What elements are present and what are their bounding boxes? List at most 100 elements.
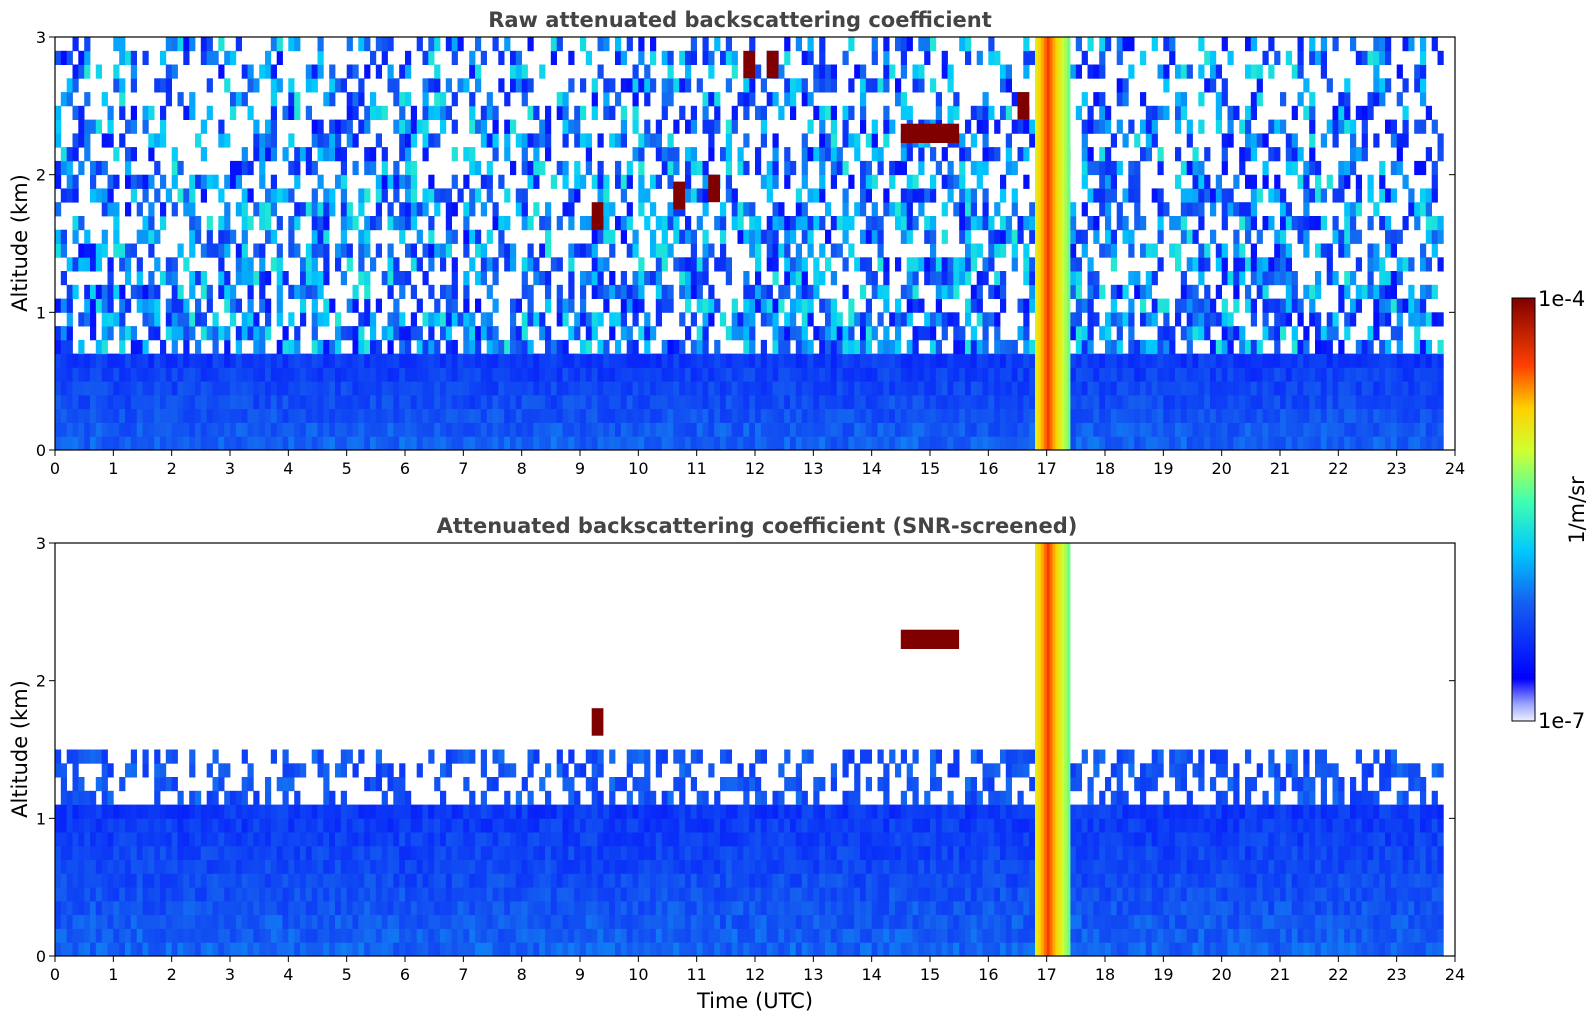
heatmap-cell bbox=[66, 367, 73, 382]
heatmap-cell bbox=[1338, 367, 1345, 382]
heatmap-cell bbox=[632, 422, 639, 437]
heatmap-cell bbox=[912, 367, 919, 382]
heatmap-cell bbox=[1070, 202, 1077, 217]
heatmap-cell bbox=[300, 381, 307, 396]
heatmap-cell bbox=[1332, 133, 1339, 148]
heatmap-cell bbox=[1081, 326, 1088, 341]
heatmap-cell bbox=[900, 188, 907, 203]
heatmap-cell bbox=[218, 326, 225, 341]
heatmap-cell bbox=[632, 105, 639, 120]
heatmap-cell bbox=[515, 298, 522, 313]
heatmap-cell bbox=[486, 105, 493, 120]
heatmap-cell bbox=[545, 298, 552, 313]
heatmap-cell bbox=[1250, 257, 1257, 272]
heatmap-cell bbox=[690, 353, 697, 368]
heatmap-cell bbox=[78, 436, 85, 451]
heatmap-cell bbox=[165, 381, 172, 396]
heatmap-cell bbox=[84, 119, 91, 134]
heatmap-cell bbox=[84, 832, 91, 847]
heatmap-cell bbox=[224, 887, 231, 902]
heatmap-cell bbox=[994, 202, 1001, 217]
heatmap-cell bbox=[1204, 284, 1211, 299]
heatmap-cell bbox=[60, 243, 67, 258]
heatmap-cell bbox=[1385, 436, 1392, 451]
heatmap-cell bbox=[591, 353, 598, 368]
heatmap-cell bbox=[270, 188, 277, 203]
heatmap-cell bbox=[819, 298, 826, 313]
heatmap-cell bbox=[434, 243, 441, 258]
heatmap-cell bbox=[982, 394, 989, 410]
heatmap-cell bbox=[1408, 367, 1415, 382]
heatmap-cell bbox=[422, 339, 429, 355]
heatmap-cell bbox=[1303, 105, 1310, 120]
heatmap-cell bbox=[1396, 408, 1403, 423]
heatmap-cell bbox=[871, 367, 878, 382]
heatmap-cell bbox=[90, 942, 97, 957]
heatmap-cell bbox=[533, 133, 540, 148]
heatmap-cell bbox=[253, 381, 260, 396]
heatmap-cell bbox=[533, 353, 540, 368]
heatmap-cell bbox=[1175, 64, 1182, 79]
heatmap-cell bbox=[1017, 229, 1024, 244]
heatmap-cell bbox=[1390, 229, 1397, 244]
heatmap-cell bbox=[125, 326, 132, 341]
heatmap-cell bbox=[510, 422, 517, 437]
heatmap-cell bbox=[766, 353, 773, 368]
heatmap-cell bbox=[113, 859, 120, 874]
heatmap-cell bbox=[930, 367, 937, 382]
heatmap-cell bbox=[603, 37, 610, 52]
heatmap-cell bbox=[1431, 229, 1438, 244]
heatmap-cell bbox=[725, 353, 732, 368]
heatmap-cell bbox=[807, 312, 814, 327]
heatmap-cell bbox=[148, 381, 155, 396]
heatmap-cell bbox=[1011, 353, 1018, 368]
heatmap-cell bbox=[381, 394, 388, 410]
heatmap-cell bbox=[422, 367, 429, 382]
heatmap-cell bbox=[154, 845, 161, 861]
heatmap-cell bbox=[1233, 257, 1240, 272]
heatmap-cell bbox=[294, 353, 301, 368]
heatmap-cell bbox=[78, 790, 85, 805]
heatmap-cell bbox=[1425, 381, 1432, 396]
heatmap-cell bbox=[597, 64, 604, 79]
heatmap-cell bbox=[72, 64, 79, 79]
heatmap-cell bbox=[1011, 160, 1018, 176]
heatmap-cell bbox=[434, 381, 441, 396]
heatmap-cell bbox=[1227, 133, 1234, 148]
heatmap-cell bbox=[259, 326, 266, 341]
heatmap-cell bbox=[696, 257, 703, 272]
heatmap-cell bbox=[1379, 188, 1386, 203]
heatmap-cell bbox=[848, 339, 855, 355]
heatmap-cell bbox=[282, 928, 289, 943]
heatmap-cell bbox=[941, 284, 948, 299]
heatmap-cell bbox=[218, 284, 225, 299]
heatmap-cell bbox=[119, 37, 126, 52]
heatmap-cell bbox=[270, 422, 277, 437]
heatmap-cell bbox=[247, 284, 254, 299]
heatmap-cell bbox=[1256, 64, 1263, 79]
heatmap-cell bbox=[160, 133, 167, 148]
heatmap-cell bbox=[457, 422, 464, 437]
heatmap-cell bbox=[1110, 339, 1117, 355]
heatmap-cell bbox=[1280, 298, 1287, 313]
heatmap-cell bbox=[416, 257, 423, 272]
heatmap-cell bbox=[1070, 64, 1077, 79]
heatmap-cell bbox=[1309, 50, 1316, 65]
heatmap-cell bbox=[206, 928, 213, 943]
heatmap-cell bbox=[113, 887, 120, 902]
heatmap-cell bbox=[55, 928, 62, 943]
heatmap-cell bbox=[1000, 216, 1007, 231]
heatmap-cell bbox=[177, 900, 184, 916]
heatmap-cell bbox=[1425, 229, 1432, 244]
heatmap-cell bbox=[854, 436, 861, 451]
heatmap-cell bbox=[1280, 436, 1287, 451]
heatmap-cell bbox=[714, 92, 721, 107]
heatmap-cell bbox=[1408, 436, 1415, 451]
heatmap-cell bbox=[813, 353, 820, 368]
heatmap-cell bbox=[638, 353, 645, 368]
heatmap-cell bbox=[171, 257, 178, 272]
heatmap-cell bbox=[994, 147, 1001, 162]
heatmap-cell bbox=[218, 408, 225, 423]
heatmap-cell bbox=[1431, 312, 1438, 327]
heatmap-cell bbox=[504, 257, 511, 272]
